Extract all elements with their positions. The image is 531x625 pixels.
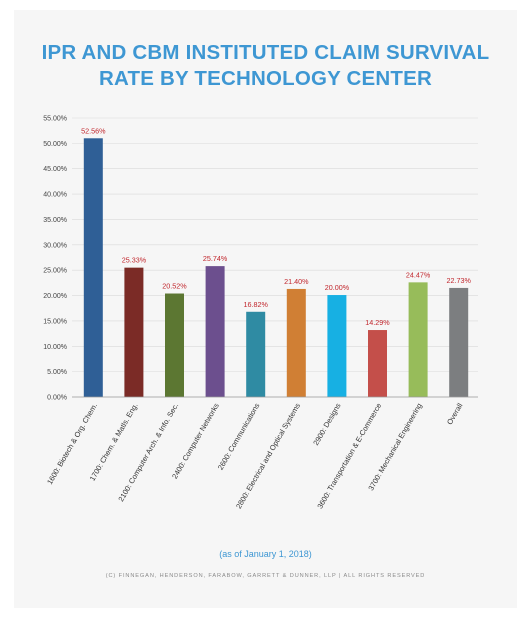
y-tick-label: 40.00% <box>43 192 67 199</box>
chart-title-line1: IPR AND CBM INSTITUTED CLAIM SURVIVAL <box>41 41 490 64</box>
bar <box>246 311 266 397</box>
y-tick-label: 0.00% <box>47 395 67 402</box>
value-label: 25.33% <box>122 256 147 265</box>
value-label: 52.56% <box>81 126 106 135</box>
bars <box>83 138 469 398</box>
value-label: 16.82% <box>244 300 269 309</box>
y-tick-label: 45.00% <box>43 166 67 173</box>
value-label: 14.29% <box>365 318 390 327</box>
y-tick-label: 55.00% <box>43 116 67 123</box>
bar <box>83 138 103 398</box>
value-label: 20.52% <box>162 282 187 291</box>
y-tick-label: 50.00% <box>43 141 67 148</box>
bar <box>205 266 225 397</box>
bar <box>124 267 144 397</box>
y-tick-label: 10.00% <box>43 344 67 351</box>
copyright-notice: (C) FINNEGAN, HENDERSON, FARABOW, GARRET… <box>105 573 426 579</box>
bar <box>165 293 184 397</box>
y-tick-label: 20.00% <box>43 293 67 300</box>
value-label: 24.47% <box>406 270 431 279</box>
x-tick-label: 2900: Designs <box>311 401 343 447</box>
bar <box>286 288 306 397</box>
bar <box>408 282 428 397</box>
x-tick-label: 2600: Communications <box>216 401 262 471</box>
value-label: 22.73% <box>447 276 472 285</box>
bar <box>449 287 469 397</box>
footnote: (as of January 1, 2018) <box>219 549 312 559</box>
bar <box>368 330 387 397</box>
chart-title: IPR AND CBM INSTITUTED CLAIM SURVIVAL RA… <box>0 40 531 92</box>
value-label: 20.00% <box>325 283 350 292</box>
y-tick-label: 35.00% <box>43 217 67 224</box>
chart-title-line2: RATE BY TECHNOLOGY CENTER <box>98 67 433 90</box>
value-label: 25.74% <box>203 254 228 263</box>
y-tick-label: 15.00% <box>43 318 67 325</box>
y-tick-label: 25.00% <box>43 268 67 275</box>
value-labels: 52.56% 25.33% 20.52% 25.74% 16.82% 21.40% 20.0… <box>81 126 471 327</box>
y-axis-ticks: 0.00% 5.00% 10.00% 15.00% 20.00% 25.00% 30.00%… <box>43 116 67 402</box>
y-tick-label: 30.00% <box>43 242 67 249</box>
x-tick-label: 2400: Computer Networks <box>170 401 221 480</box>
value-label: 21.40% <box>284 277 309 286</box>
y-tick-label: 5.00% <box>47 369 67 376</box>
x-tick-label: Overall <box>445 401 465 426</box>
x-axis-ticks: 1600: Biotech & Org. Chem.1700: Chem. & … <box>45 401 465 510</box>
bar <box>327 295 347 397</box>
